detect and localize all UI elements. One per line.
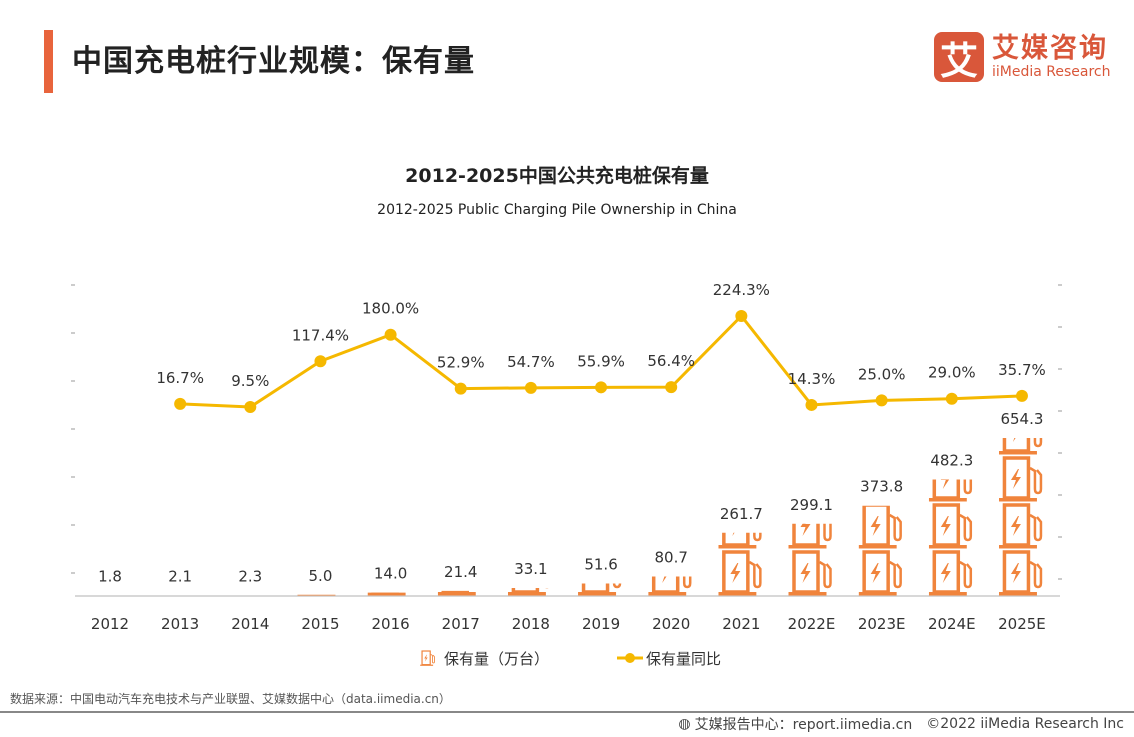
charging-pile-icon <box>929 411 971 455</box>
bar-value-label: 21.4 <box>444 563 477 581</box>
bar-2018 <box>507 505 552 596</box>
charging-pile-icon <box>718 550 763 596</box>
logo-en: iiMedia Research <box>992 64 1111 80</box>
growth-value-label: 14.3% <box>788 370 836 388</box>
x-tick-label: 2015 <box>301 615 339 633</box>
charging-pile-icon <box>227 505 269 549</box>
charging-pile-icon <box>858 550 903 596</box>
bar-value-label: 2.3 <box>238 567 262 585</box>
bar-value-label: 1.8 <box>98 568 122 586</box>
bar-value-label: 482.3 <box>930 452 973 470</box>
bar-value-label: 33.1 <box>514 560 547 578</box>
growth-value-label: 29.0% <box>928 364 976 382</box>
charging-pile-icon <box>508 505 550 549</box>
footer: ◍ 艾媒报告中心：report.iimedia.cn ©2022 iiMedia… <box>678 714 1124 734</box>
bar-value-label: 2.1 <box>168 567 192 585</box>
growth-point-2017 <box>454 382 467 395</box>
charging-pile-icon <box>788 550 833 596</box>
legend-bar-icon <box>419 650 436 666</box>
growth-value-label: 35.7% <box>998 361 1046 379</box>
x-tick-label: 2025E <box>998 615 1046 633</box>
footer-copyright: ©2022 iiMedia Research Inc <box>926 716 1124 732</box>
charging-pile-icon <box>438 505 480 549</box>
charging-pile-icon <box>998 503 1043 549</box>
x-tick-label: 2016 <box>372 615 410 633</box>
bar-value-label: 80.7 <box>654 549 687 567</box>
x-tick-label: 2023E <box>858 615 906 633</box>
charging-pile-icon <box>87 505 129 549</box>
growth-value-label: 25.0% <box>858 365 906 383</box>
page-title: 中国充电桩行业规模：保有量 <box>72 44 475 79</box>
charging-pile-icon <box>578 505 620 549</box>
charging-pile-icon <box>858 505 903 549</box>
growth-value-label: 180.0% <box>362 300 419 318</box>
growth-point-2018 <box>524 381 537 394</box>
growth-value-label: 117.4% <box>292 326 349 344</box>
x-tick-label: 2017 <box>442 615 480 633</box>
bar-2019 <box>578 505 622 596</box>
growth-point-2019 <box>595 381 608 394</box>
charging-pile-icon <box>928 503 973 549</box>
charging-pile-icon <box>718 458 760 502</box>
legend-line-label: 保有量同比 <box>646 650 721 668</box>
bar-value-label: 373.8 <box>860 478 903 496</box>
growth-point-2022E <box>805 398 818 411</box>
growth-point-2014 <box>244 400 257 413</box>
growth-value-label: 55.9% <box>577 352 625 370</box>
bar-2017 <box>437 505 482 596</box>
bar-2021 <box>718 458 763 596</box>
growth-point-2015 <box>314 355 327 368</box>
charging-pile-icon <box>157 505 199 549</box>
growth-value-label: 224.3% <box>713 281 770 299</box>
charging-pile-icon <box>297 505 339 549</box>
growth-point-2023E <box>875 394 888 407</box>
legend: 保有量（万台） 保有量同比 <box>419 650 721 668</box>
chart-subtitle: 2012-2025 Public Charging Pile Ownership… <box>377 202 737 218</box>
charging-pile-icon <box>998 550 1043 596</box>
chart-title: 2012-2025中国公共充电桩保有量 <box>405 164 709 187</box>
x-tick-label: 2021 <box>722 615 760 633</box>
x-tick-label: 2014 <box>231 615 269 633</box>
x-tick-label: 2024E <box>928 615 976 633</box>
chart: 2012-2025中国公共充电桩保有量 2012-2025 Public Cha… <box>71 164 1062 668</box>
footer-divider <box>0 711 1134 713</box>
source-note: 数据来源：中国电动汽车充电技术与产业联盟、艾媒数据中心（data.iimedia… <box>10 692 451 706</box>
growth-point-2020 <box>665 381 678 394</box>
bar-value-label: 5.0 <box>309 567 333 585</box>
title-accent-bar <box>44 30 53 93</box>
growth-point-2016 <box>384 328 397 341</box>
bar-value-label: 51.6 <box>584 556 617 574</box>
x-tick-label: 2018 <box>512 615 550 633</box>
bar-value-label: 261.7 <box>720 505 763 523</box>
footer-report-link[interactable]: 艾媒报告中心：report.iimedia.cn <box>694 717 913 733</box>
logo-mark: 艾 <box>934 32 984 83</box>
charging-pile-icon <box>648 505 690 549</box>
growth-value-label: 54.7% <box>507 353 555 371</box>
logo: 艾 艾媒咨询 iiMedia Research <box>934 32 1111 83</box>
growth-point-2024E <box>945 392 958 405</box>
x-tick-label: 2013 <box>161 615 199 633</box>
globe-icon: ◍ <box>678 716 691 732</box>
x-tick-label: 2020 <box>652 615 690 633</box>
bar-value-label: 654.3 <box>1000 410 1043 428</box>
bar-value-label: 14.0 <box>374 565 407 583</box>
bar-2024E <box>928 411 973 596</box>
bar-2022E <box>788 523 833 596</box>
x-tick-label: 2012 <box>91 615 129 633</box>
growth-point-2013 <box>174 397 187 410</box>
growth-point-2025E <box>1015 389 1028 402</box>
x-tick-label: 2022E <box>788 615 836 633</box>
growth-value-label: 16.7% <box>156 369 204 387</box>
charging-pile-icon <box>998 456 1043 502</box>
x-tick-label: 2019 <box>582 615 620 633</box>
legend-bar-label: 保有量（万台） <box>444 650 549 668</box>
growth-value-label: 52.9% <box>437 354 485 372</box>
charging-pile-icon <box>368 505 410 549</box>
charging-pile-icon <box>928 550 973 596</box>
logo-cn: 艾媒咨询 <box>992 33 1108 64</box>
growth-point-2021 <box>735 309 748 322</box>
growth-value-label: 9.5% <box>231 372 269 390</box>
bar-value-label: 299.1 <box>790 496 833 514</box>
growth-value-label: 56.4% <box>647 352 695 370</box>
